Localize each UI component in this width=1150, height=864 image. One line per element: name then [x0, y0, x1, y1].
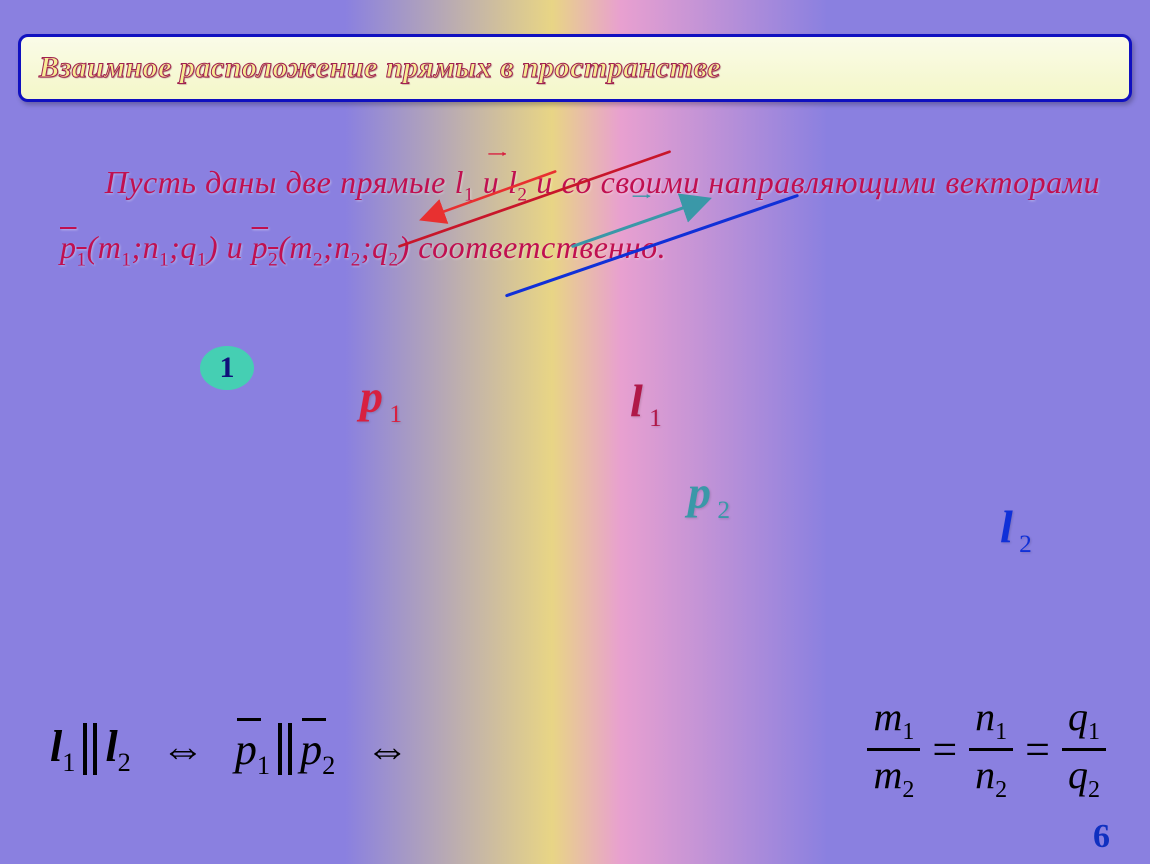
text: ): [207, 229, 218, 265]
sub: 2: [902, 777, 914, 803]
ratio-equation: m1 m2 = n1 n2 = q1 q2: [863, 695, 1110, 803]
var: m: [873, 752, 902, 797]
frac-q: q1 q2: [1062, 695, 1106, 803]
sub: 2: [118, 746, 131, 776]
sub: 1: [159, 249, 169, 270]
parallel-icon: [81, 723, 99, 775]
sub: 2: [322, 749, 335, 779]
var-p1: p: [60, 229, 77, 265]
var-p2: p: [252, 229, 269, 265]
var-l2: l: [508, 164, 517, 200]
iff-icon: ⇔: [161, 724, 205, 775]
var: m: [873, 694, 902, 739]
label-p2: p 2: [688, 466, 730, 525]
slide-number: 6: [1093, 818, 1110, 856]
var: p: [300, 725, 322, 774]
label-l2: l 2: [1000, 500, 1032, 559]
text: ;n: [323, 229, 351, 265]
title-box: Взаимное расположение прямых в пространс…: [18, 34, 1132, 102]
text: (m: [278, 229, 313, 265]
sub: 1: [62, 746, 75, 776]
label-p1: p 1: [360, 370, 402, 429]
text: ): [399, 229, 410, 265]
var: p: [235, 725, 257, 774]
sub: 2: [268, 249, 278, 270]
var: l: [50, 722, 62, 771]
slide: Взаимное расположение прямых в пространс…: [0, 0, 1150, 864]
var: q: [1068, 752, 1088, 797]
text: и: [483, 164, 508, 200]
text: и со своими направляющими векторами: [536, 164, 1100, 200]
body-paragraph: Пусть даны две прямые l1 и l2 и со своим…: [60, 150, 1100, 280]
p1-parallel-p2: p1 p2: [235, 718, 335, 781]
text: и: [227, 229, 252, 265]
var: n: [975, 694, 995, 739]
sub: 1: [77, 249, 87, 270]
badge-number: 1: [220, 351, 235, 385]
sub: 1: [464, 184, 474, 205]
frac-m: m1 m2: [867, 695, 920, 803]
text: (m: [87, 229, 122, 265]
sub: 1: [197, 249, 207, 270]
sub: 1: [257, 749, 270, 779]
formula-row: l1 l2 ⇔ p1 p2 ⇔ m1 m2 = n1 n2 = q1 q2: [50, 684, 1110, 814]
text: ;q: [361, 229, 389, 265]
text: Пусть даны две прямые: [105, 164, 455, 200]
var: l: [105, 722, 117, 771]
sub: 1: [902, 719, 914, 745]
parallel-icon: [276, 723, 294, 775]
var-l1: l: [455, 164, 464, 200]
text: ;q: [169, 229, 197, 265]
sub: 1: [1088, 719, 1100, 745]
sub: 1: [995, 719, 1007, 745]
sub: 2: [351, 249, 361, 270]
sub: 2: [388, 249, 398, 270]
slide-title: Взаимное расположение прямых в пространс…: [39, 51, 721, 85]
eq-icon: =: [932, 724, 957, 775]
sub: 1: [121, 249, 131, 270]
frac-n: n1 n2: [969, 695, 1013, 803]
var: q: [1068, 694, 1088, 739]
var: n: [975, 752, 995, 797]
eq-icon: =: [1025, 724, 1050, 775]
text: ;n: [131, 229, 159, 265]
sub: 2: [995, 777, 1007, 803]
iff-icon: ⇔: [365, 724, 409, 775]
step-badge: 1: [200, 346, 254, 390]
l1-parallel-l2: l1 l2: [50, 721, 131, 778]
label-l1: l 1: [630, 374, 662, 433]
sub: 2: [313, 249, 323, 270]
text: соответственно.: [418, 229, 666, 265]
sub: 2: [517, 184, 527, 205]
sub: 2: [1088, 777, 1100, 803]
